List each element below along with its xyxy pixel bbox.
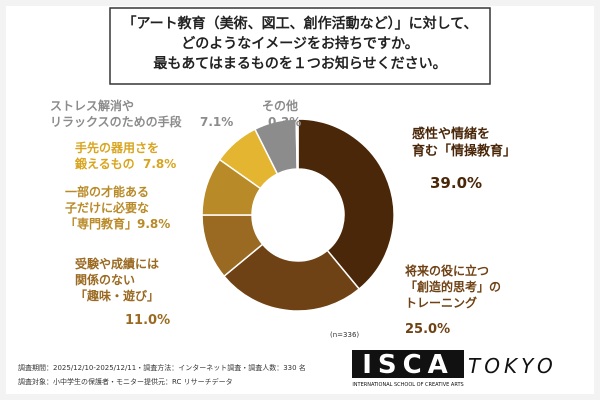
logo-city: TOKYO xyxy=(468,354,557,378)
data-label: 将来の役に立つ「創造的思考」のトレーニング xyxy=(405,263,501,310)
logo-box xyxy=(352,350,464,378)
annotation: (n=336) xyxy=(330,331,359,339)
logo-tagline: INTERNATIONAL SCHOOL OF CREATIVE ARTS xyxy=(352,382,463,388)
logo-name: ISCA xyxy=(362,350,454,380)
title-box xyxy=(109,7,491,85)
data-label: ストレス解消やリラックスのための手段 xyxy=(50,98,183,129)
value-label: 25.0% xyxy=(405,322,450,337)
donut-segment xyxy=(222,243,361,312)
value-label: 9.8% xyxy=(137,217,170,231)
data-label: 受験や成績には関係のない「趣味・遊び」 xyxy=(75,256,159,303)
value-label: 11.0% xyxy=(125,313,170,328)
value-label: 0.3% xyxy=(268,115,301,129)
data-label: その他 xyxy=(262,98,298,113)
data-label: 一部の才能ある子だけに必要な「専門教育」 xyxy=(65,184,149,231)
footnote: 調査期間：2025/12/10-2025/12/11・調査方法：インターネット調… xyxy=(18,363,306,372)
donut-segment xyxy=(295,118,299,170)
value-label: 7.1% xyxy=(200,115,233,129)
footnote: 調査対象：小中学生の保護者・モニター提供元：RC リサーチデータ xyxy=(18,377,233,386)
data-label: 感性や情緒を育む「情操教育」 xyxy=(412,126,516,159)
value-label: 39.0% xyxy=(430,174,482,192)
value-label: 7.8% xyxy=(143,157,176,171)
chart-title: 「アート教育（美術、図工、創作活動など）」に対して、どのようなイメージをお持ちで… xyxy=(122,15,477,72)
donut-segment xyxy=(297,118,395,291)
data-label: 手先の器用さを鍛えるもの xyxy=(74,140,159,171)
